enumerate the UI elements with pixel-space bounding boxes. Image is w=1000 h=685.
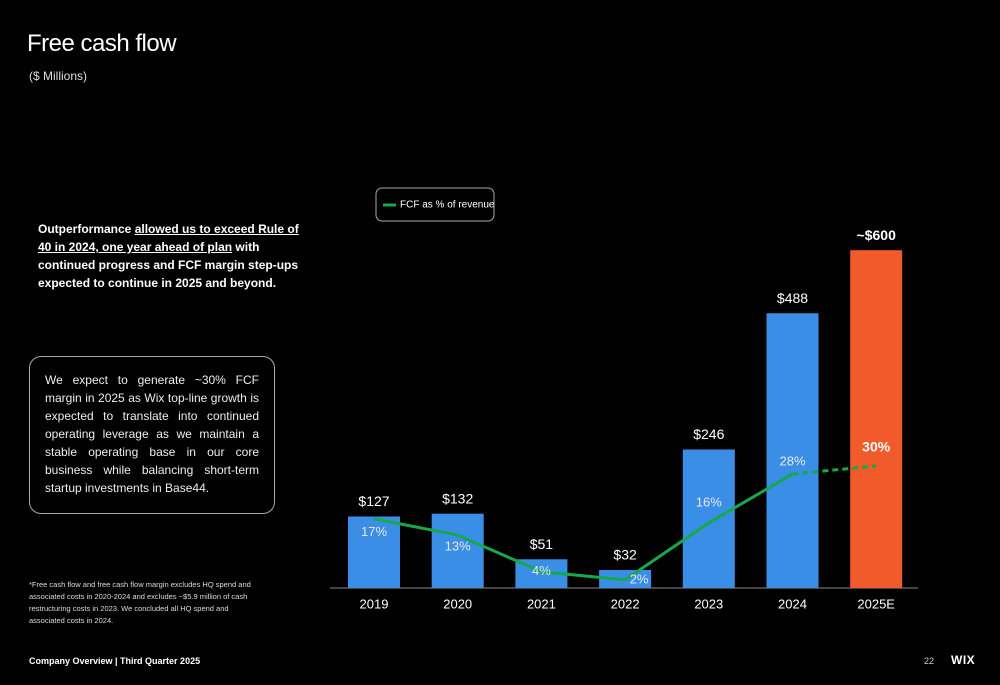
bar-value-label: $51 [530,536,554,552]
footnote: *Free cash flow and free cash flow margi… [29,580,251,625]
bar [348,516,400,588]
line-value-label: 30% [862,439,891,455]
title: Free cash flow [27,30,177,57]
line-segment [457,533,543,574]
subtitle: ($ Millions) [29,69,88,83]
text: Outperformance [38,222,135,236]
legend-box [375,187,495,222]
text: with continued progress and FCF margin s… [38,240,299,290]
bar-value-label: $246 [693,426,724,442]
line-segment [792,464,877,476]
bar [766,313,819,588]
line-value-label: 16% [696,494,722,509]
bar-value-label: $32 [613,547,637,563]
line-segment [624,521,710,582]
line-segment [373,517,458,537]
bar-value-label: $132 [442,490,473,506]
logo: WIX [951,653,976,667]
x-tick-label: 2022 [611,596,640,611]
bar-value-label: $488 [777,290,808,306]
line-value-label: 2% [630,571,649,586]
line-value-label: 28% [779,453,805,468]
x-tick-label: 2020 [443,596,472,611]
callout-box: We expect to generate ~30% FCF margin in… [29,356,275,514]
page-number: 22 [924,656,935,666]
line-value-label: 13% [445,539,471,554]
bar-value-label: $127 [358,493,389,509]
bar [431,513,484,588]
line-value-label: 4% [532,563,551,578]
x-tick-label: 2025E [857,596,895,611]
x-tick-label: 2024 [778,596,807,611]
bar [850,250,903,588]
x-tick-label: 2023 [694,596,723,611]
bar [682,449,735,588]
x-tick-label: 2021 [527,596,556,611]
line-segment [708,472,794,525]
line-segment [541,570,626,582]
intro-text: Outperformance allowed us to exceed Rule… [38,220,308,292]
text: allowed us to exceed Rule of 40 in 2024,… [38,222,299,254]
legend-label: FCF as % of revenue [400,200,495,211]
bar-value-label: ~$600 [857,227,897,243]
line-value-label: 17% [361,524,387,539]
footer: Company Overview | Third Quarter 2025 [29,656,201,666]
x-tick-label: 2019 [360,596,389,611]
